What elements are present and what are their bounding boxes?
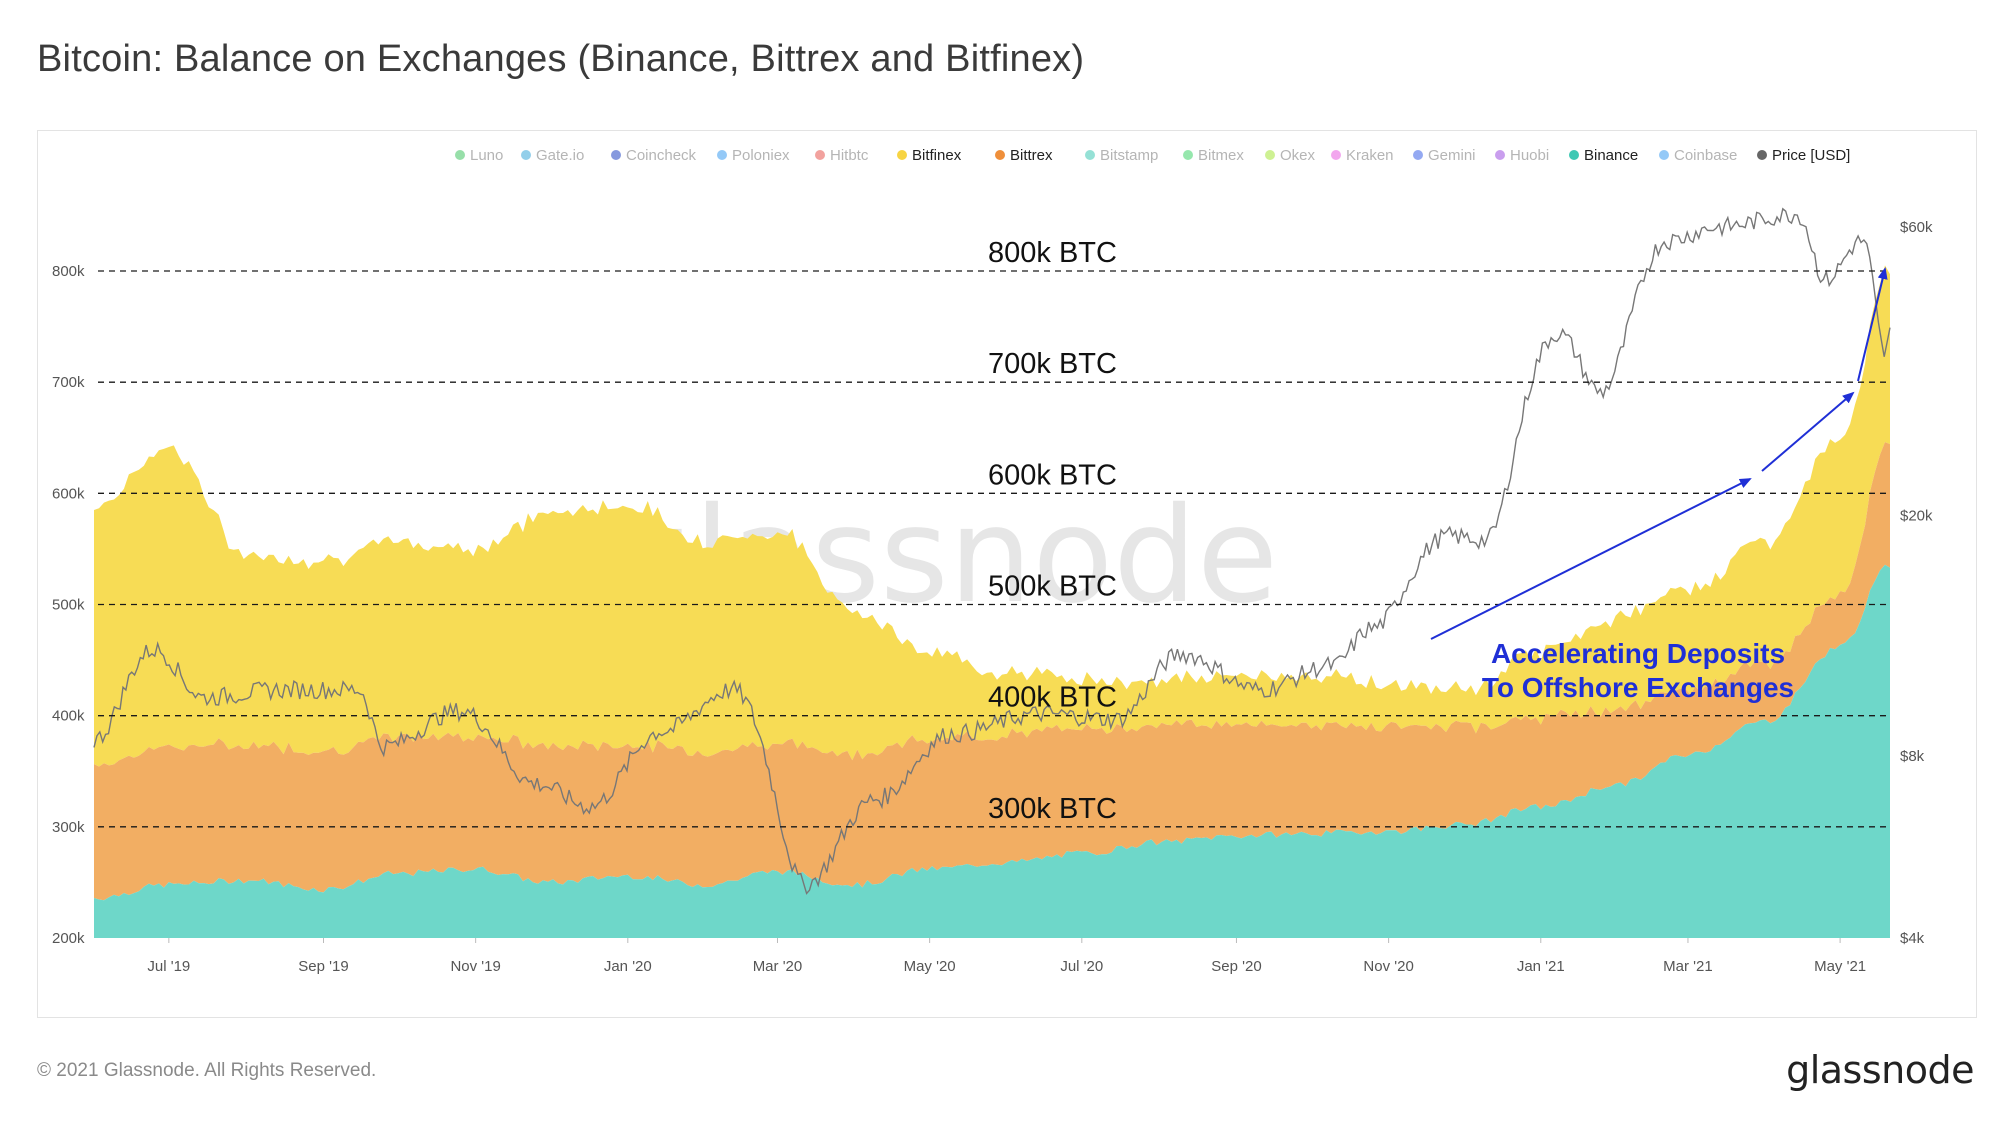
bittrex-area [94,442,1890,901]
legend-label: Bitmex [1198,147,1244,164]
x-tick-label: Jul '19 [147,958,190,975]
reference-line-label: 400k BTC [988,682,1117,714]
y-tick-label-right: $20k [1900,507,1933,524]
x-tick-label: Jan '21 [1517,958,1565,975]
legend-label: Bitstamp [1100,147,1158,164]
legend-label: Hitbtc [830,147,869,164]
x-axis: Jul '19 Sep '19 Nov '19 Jan '20 Mar '20 May '… [147,938,1866,975]
legend-label: Coinbase [1674,147,1737,164]
legend-item-poloniex[interactable]: Poloniex [717,147,790,164]
legend-label: Huobi [1510,147,1549,164]
reference-line-label: 300k BTC [988,793,1117,825]
area-series [94,265,1890,938]
y-tick-label: 800k [52,263,85,280]
legend-dot-icon [1265,150,1275,160]
annotation-text: Accelerating Deposits [1491,638,1785,669]
y-axis-right: $60k $20k $8k $4k [1900,219,1933,947]
legend-dot-icon [1659,150,1669,160]
trend-arrow [1761,391,1855,472]
y-axis-left: 800k 700k 600k 500k 400k 300k 200k [52,263,85,947]
legend-dot-icon [815,150,825,160]
legend-dot-icon [897,150,907,160]
legend-item-luno[interactable]: Luno [455,147,503,164]
legend-item-gate-io[interactable]: Gate.io [521,147,584,164]
y-tick-label: 500k [52,597,85,614]
reference-line-label: 700k BTC [988,348,1117,380]
legend-dot-icon [1495,150,1505,160]
legend-dot-icon [1757,150,1767,160]
legend-dot-icon [717,150,727,160]
y-tick-label: 300k [52,819,85,836]
x-tick-label: Jan '20 [604,958,652,975]
bitfinex-area [94,265,1890,767]
reference-line-label: 500k BTC [988,571,1117,603]
legend-item-kraken[interactable]: Kraken [1331,147,1394,164]
chart-frame: Luno Gate.io Coincheck Poloniex Hitbtc Bitfin… [37,130,1977,1018]
legend-label: Coincheck [626,147,697,164]
annotation-text: To Offshore Exchanges [1482,672,1794,703]
legend-item-bitmex[interactable]: Bitmex [1183,147,1244,164]
reference-line-label: 600k BTC [988,459,1117,491]
page-title: Bitcoin: Balance on Exchanges (Binance, … [37,38,1085,80]
reference-lines: 800k BTC 700k BTC 600k BTC 500k BTC 400k BTC… [98,237,1890,828]
legend-item-price-usd-[interactable]: Price [USD] [1757,147,1850,164]
glassnode-logo[interactable]: glassnode [1786,1048,1974,1092]
chart-legend[interactable]: Luno Gate.io Coincheck Poloniex Hitbtc Bitfin… [455,147,1850,164]
legend-label: Gemini [1428,147,1476,164]
legend-item-coinbase[interactable]: Coinbase [1659,147,1737,164]
legend-item-okex[interactable]: Okex [1265,147,1316,164]
y-tick-label-right: $4k [1900,930,1925,947]
legend-item-hitbtc[interactable]: Hitbtc [815,147,869,164]
legend-label: Price [USD] [1772,147,1850,164]
legend-item-coincheck[interactable]: Coincheck [611,147,697,164]
legend-item-bitstamp[interactable]: Bitstamp [1085,147,1158,164]
reference-line-label: 800k BTC [988,237,1117,269]
x-tick-label: Sep '19 [298,958,348,975]
y-tick-label: 600k [52,485,85,502]
legend-dot-icon [995,150,1005,160]
legend-label: Kraken [1346,147,1394,164]
x-tick-label: Mar '20 [753,958,803,975]
price-series [93,207,1891,895]
legend-dot-icon [1569,150,1579,160]
legend-dot-icon [1085,150,1095,160]
legend-item-binance[interactable]: Binance [1569,147,1638,164]
y-tick-label: 400k [52,708,85,725]
legend-dot-icon [1183,150,1193,160]
x-tick-label: May '21 [1814,958,1866,975]
legend-dot-icon [455,150,465,160]
x-tick-label: May '20 [904,958,956,975]
legend-item-bitfinex[interactable]: Bitfinex [897,147,962,164]
y-tick-label: 700k [52,374,85,391]
chart-svg: Luno Gate.io Coincheck Poloniex Hitbtc Bitfin… [52,147,1933,975]
legend-dot-icon [1413,150,1423,160]
x-tick-label: Nov '19 [450,958,500,975]
y-tick-label-right: $60k [1900,219,1933,236]
legend-label: Bittrex [1010,147,1053,164]
legend-item-huobi[interactable]: Huobi [1495,147,1549,164]
legend-label: Bitfinex [912,147,962,164]
x-tick-label: Sep '20 [1211,958,1261,975]
legend-item-bittrex[interactable]: Bittrex [995,147,1053,164]
y-tick-label-right: $8k [1900,748,1925,765]
legend-item-gemini[interactable]: Gemini [1413,147,1476,164]
copyright-text: © 2021 Glassnode. All Rights Reserved. [37,1060,377,1081]
trend-arrow [1430,478,1752,640]
trend-arrow [1857,267,1888,382]
legend-dot-icon [611,150,621,160]
legend-dot-icon [1331,150,1341,160]
y-tick-label: 200k [52,930,85,947]
x-tick-label: Jul '20 [1060,958,1103,975]
legend-dot-icon [521,150,531,160]
binance-area [94,564,1890,938]
legend-label: Luno [470,147,503,164]
legend-label: Gate.io [536,147,584,164]
price-line [93,207,1891,895]
x-tick-label: Mar '21 [1663,958,1713,975]
legend-label: Binance [1584,147,1638,164]
legend-label: Okex [1280,147,1316,164]
x-tick-label: Nov '20 [1363,958,1413,975]
legend-label: Poloniex [732,147,790,164]
